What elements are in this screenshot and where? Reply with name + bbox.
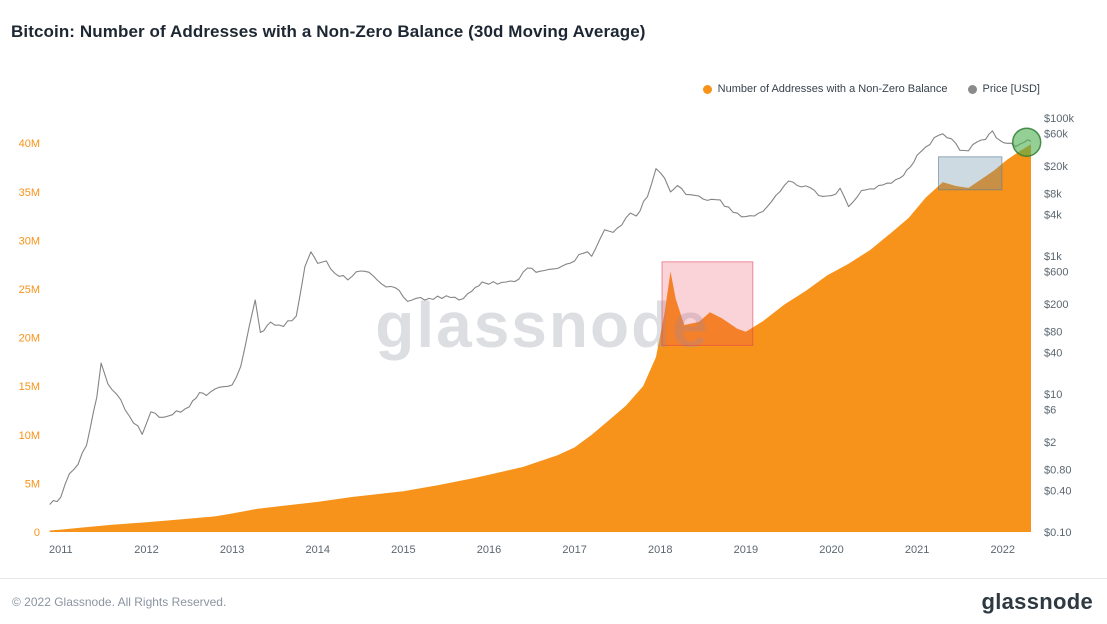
right-axis-tick-label: $10 (1044, 389, 1062, 401)
annotation-ath-circle (1011, 127, 1042, 157)
x-axis-tick-label: 2018 (648, 544, 672, 556)
x-axis-tick-label: 2015 (391, 544, 415, 556)
price-line (49, 130, 1032, 505)
left-axis-tick-label: 25M (19, 284, 40, 296)
addresses-area (49, 144, 1031, 532)
left-axis-tick-label: 15M (19, 381, 40, 393)
legend-label-price: Price [USD] (982, 83, 1040, 95)
right-axis-tick-label: $60k (1044, 128, 1068, 140)
right-axis-tick-label: $0.80 (1044, 465, 1072, 477)
x-axis-tick-label: 2021 (905, 544, 929, 556)
chart-plot[interactable]: 40M 35M 30M 25M 20M 15M 10M 5M 0 $100k $60k $20k $8k… (0, 75, 1107, 565)
right-axis-tick-label: $80 (1044, 327, 1062, 339)
left-axis-tick-label: 5M (25, 478, 40, 490)
chart-area: Number of Addresses with a Non-Zero Bala… (0, 75, 1107, 565)
left-axis-tick-label: 10M (19, 430, 40, 442)
x-axis-tick-label: 2019 (734, 544, 758, 556)
right-axis-tick-label: $0.10 (1044, 527, 1072, 539)
x-axis-tick-label: 2016 (477, 544, 501, 556)
price-series-dot-icon (967, 84, 977, 94)
right-axis-tick-label: $0.40 (1044, 485, 1072, 497)
legend-item-price[interactable]: Price [USD] (967, 83, 1040, 95)
x-axis-tick-label: 2017 (562, 544, 586, 556)
right-axis-tick-label: $20k (1044, 161, 1068, 173)
page-title: Bitcoin: Number of Addresses with a Non-… (11, 22, 646, 41)
x-axis-tick-label: 2022 (991, 544, 1015, 556)
left-axis-tick-label: 35M (19, 187, 40, 199)
glassnode-logo: glassnode (981, 588, 1093, 614)
legend: Number of Addresses with a Non-Zero Bala… (702, 83, 1040, 95)
x-axis-tick-label: 2011 (49, 544, 73, 556)
legend-item-addresses[interactable]: Number of Addresses with a Non-Zero Bala… (702, 83, 948, 95)
glassnode-watermark: glassnode (375, 289, 710, 361)
right-axis-tick-label: $2 (1044, 437, 1056, 449)
annotation-2021-dip-box (938, 156, 1003, 191)
addresses-series-dot-icon (702, 84, 712, 94)
right-axis-tick-label: $200 (1044, 299, 1068, 311)
footer: © 2022 Glassnode. All Rights Reserved. g… (0, 578, 1107, 624)
right-axis-tick-label: $4k (1044, 209, 1062, 221)
annotation-2018-dip-box (661, 261, 754, 346)
right-axis-tick-label: $8k (1044, 189, 1062, 201)
left-axis-tick-label: 20M (19, 333, 40, 345)
right-axis-tick-label: $600 (1044, 266, 1068, 278)
x-axis-tick-label: 2012 (134, 544, 158, 556)
x-axis-tick-label: 2014 (305, 544, 329, 556)
right-axis-tick-label: $6 (1044, 404, 1056, 416)
left-axis-tick-label: 40M (19, 138, 40, 150)
copyright-text: © 2022 Glassnode. All Rights Reserved. (12, 594, 227, 609)
left-axis-tick-label: 0 (34, 527, 40, 539)
right-axis-tick-label: $40 (1044, 347, 1062, 359)
right-axis-tick-label: $100k (1044, 113, 1074, 125)
legend-label-addresses: Number of Addresses with a Non-Zero Bala… (717, 83, 948, 95)
x-axis-tick-label: 2013 (220, 544, 244, 556)
right-axis-tick-label: $1k (1044, 251, 1062, 263)
left-axis-tick-label: 30M (19, 235, 40, 247)
x-axis-tick-label: 2020 (819, 544, 843, 556)
